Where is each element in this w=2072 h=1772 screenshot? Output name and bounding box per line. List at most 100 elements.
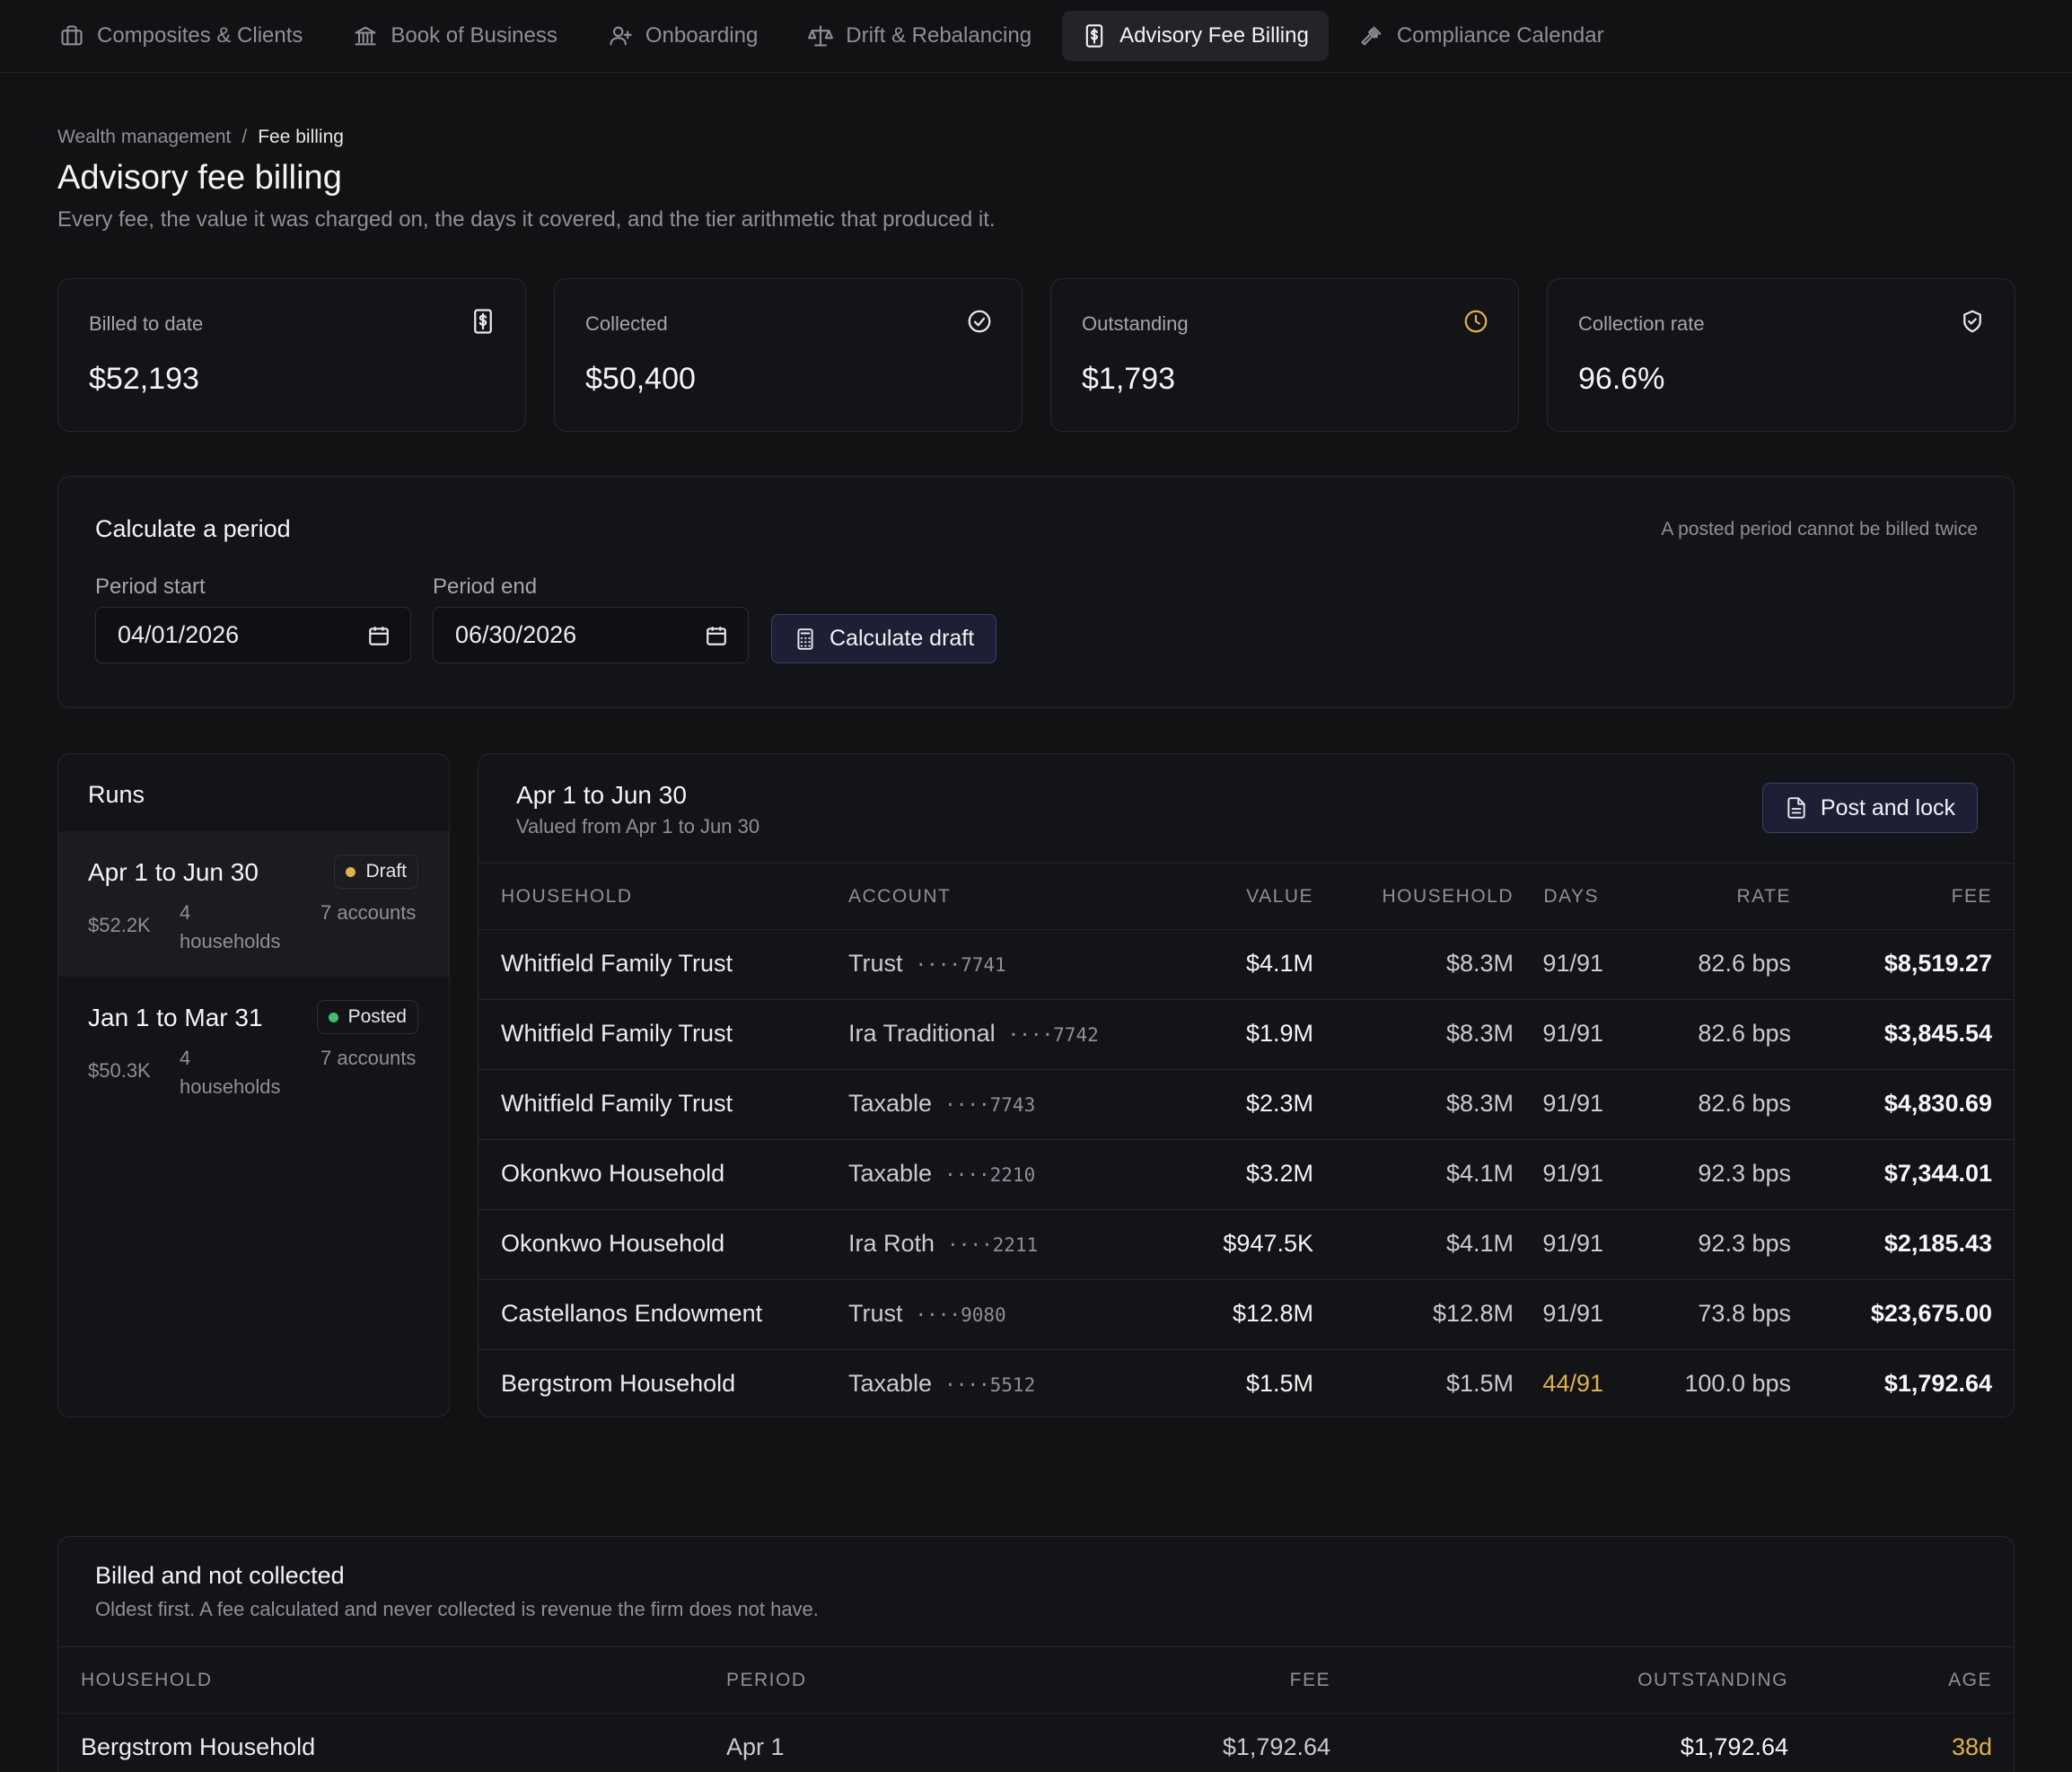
table-row[interactable]: Whitfield Family Trust Trust ····7741 $4.1M…: [478, 929, 2014, 999]
cell-period: Apr 1: [726, 1733, 785, 1760]
tab-book-of-business[interactable]: Book of Business: [333, 11, 576, 61]
runs-panel: Runs Apr 1 to Jun 30 Draft $52.2K 4 hous…: [57, 753, 450, 1417]
table-row[interactable]: Castellanos Endowment Trust ····9080 $12.8M…: [478, 1279, 2014, 1349]
account-mask: ····7742: [1007, 1024, 1099, 1046]
tab-label: Composites & Clients: [97, 23, 303, 48]
status-label: Posted: [347, 1006, 407, 1027]
account-mask: ····2210: [944, 1164, 1036, 1186]
cell-household-value: $8.3M: [1445, 1020, 1514, 1047]
tab-compliance-calendar[interactable]: Compliance Calendar: [1339, 11, 1624, 61]
calculator-icon: [797, 627, 813, 650]
cell-days: 91/91: [1542, 1230, 1603, 1257]
stat-label: Outstanding: [1082, 312, 1189, 335]
uncollected-title: Billed and not collected: [95, 1562, 345, 1589]
breadcrumb-parent[interactable]: Wealth management: [57, 127, 232, 147]
stat-label: Billed to date: [89, 312, 204, 335]
cell-value: $947.5K: [1223, 1230, 1313, 1257]
stat-card-collected: Collected $50,400: [554, 278, 1023, 432]
cell-rate: 82.6 bps: [1698, 1020, 1791, 1047]
cell-days: 91/91: [1542, 1300, 1603, 1327]
invoice-icon: [1085, 24, 1103, 48]
cell-household: Whitfield Family Trust: [501, 1090, 733, 1117]
scale-icon: [808, 25, 834, 47]
tab-onboarding[interactable]: Onboarding: [588, 11, 777, 61]
detail-subtitle: Valued from Apr 1 to Jun 30: [516, 815, 760, 838]
cell-value: $2.3M: [1245, 1090, 1313, 1117]
table-row[interactable]: Whitfield Family Trust Ira Traditional ···…: [478, 999, 2014, 1069]
calculate-draft-button[interactable]: Calculate draft: [771, 614, 997, 663]
check-circle-icon: [966, 308, 993, 335]
status-badge: Posted: [316, 1000, 418, 1034]
stat-card-outstanding: Outstanding $1,793: [1050, 278, 1519, 432]
uncollected-panel: Billed and not collected Oldest first. A…: [57, 1536, 2015, 1772]
run-accounts: 7 accounts: [320, 901, 417, 924]
table-row[interactable]: Okonkwo Household Taxable ····2210 $3.2M $4.…: [478, 1139, 2014, 1209]
col-outstanding: OUTSTANDING: [1637, 1670, 1788, 1690]
calculate-period-panel: Calculate a period A posted period canno…: [57, 476, 2015, 708]
tab-drift-rebalancing[interactable]: Drift & Rebalancing: [788, 11, 1051, 61]
table-row[interactable]: Okonkwo Household Ira Roth ····2211 $947.5K…: [478, 1209, 2014, 1279]
cell-household-value: $12.8M: [1432, 1300, 1514, 1327]
col-account: ACCOUNT: [848, 886, 952, 907]
post-and-lock-button[interactable]: Post and lock: [1761, 783, 1978, 833]
run-households: 4 households: [180, 1047, 281, 1098]
tab-composites-clients[interactable]: Composites & Clients: [40, 11, 322, 61]
run-item-jan-mar[interactable]: Jan 1 to Mar 31 Posted $50.3K 4 househol…: [58, 977, 449, 1122]
page-title: Advisory fee billing: [57, 159, 342, 197]
run-title: Jan 1 to Mar 31: [88, 1004, 263, 1031]
account-mask: ····5512: [944, 1374, 1036, 1396]
invoice-icon: [470, 308, 496, 335]
col-days: DAYS: [1543, 886, 1599, 907]
stat-value: 96.6%: [1578, 362, 1665, 396]
tab-label: Drift & Rebalancing: [846, 23, 1032, 48]
table-row[interactable]: Bergstrom Household Apr 1 $1,792.64 $1,7…: [58, 1713, 2014, 1772]
calendar-icon[interactable]: [367, 624, 391, 647]
stat-card-billed: Billed to date $52,193: [57, 278, 526, 432]
cell-age: 38d: [1951, 1733, 1992, 1760]
period-start-input[interactable]: 04/01/2026: [95, 607, 411, 663]
period-end-input[interactable]: 06/30/2026: [433, 607, 749, 663]
run-title: Apr 1 to Jun 30: [88, 858, 259, 886]
col-household-value: HOUSEHOLD: [1382, 886, 1514, 907]
account-mask: ····7741: [915, 954, 1006, 976]
cell-rate: 82.6 bps: [1698, 1090, 1791, 1117]
cell-fee: $2,185.43: [1883, 1230, 1992, 1257]
cell-account: Ira Traditional ····7742: [848, 1020, 1099, 1048]
calendar-icon[interactable]: [705, 624, 728, 647]
col-rate: RATE: [1736, 886, 1791, 907]
cell-days: 44/91: [1542, 1370, 1603, 1397]
cell-household: Bergstrom Household: [501, 1370, 736, 1397]
clock-icon: [1462, 308, 1489, 335]
cell-household-value: $4.1M: [1445, 1230, 1514, 1257]
account-mask: ····2211: [947, 1234, 1039, 1256]
account-type: Taxable: [848, 1090, 933, 1117]
cell-fee: $8,519.27: [1883, 950, 1992, 977]
col-household: HOUSEHOLD: [81, 1670, 213, 1690]
cell-household: Bergstrom Household: [81, 1733, 316, 1760]
breadcrumb-separator: /: [241, 127, 248, 147]
cell-household-value: $1.5M: [1445, 1370, 1514, 1397]
table-row[interactable]: Whitfield Family Trust Taxable ····7743 $2.…: [478, 1069, 2014, 1139]
stat-label: Collected: [585, 312, 668, 335]
run-item-apr-jun[interactable]: Apr 1 to Jun 30 Draft $52.2K 4 household…: [58, 831, 449, 977]
cell-account: Taxable ····7743: [848, 1090, 1035, 1118]
cell-household: Okonkwo Household: [501, 1160, 725, 1187]
detail-title: Apr 1 to Jun 30: [516, 781, 687, 809]
cell-value: $4.1M: [1245, 950, 1313, 977]
run-households: 4 households: [180, 901, 281, 952]
run-detail-panel: Apr 1 to Jun 30 Valued from Apr 1 to Jun…: [478, 753, 2015, 1417]
stat-value: $50,400: [585, 362, 696, 396]
table-row[interactable]: Bergstrom Household Taxable ····5512 $1.5M $…: [478, 1349, 2014, 1417]
cell-value: $12.8M: [1232, 1300, 1313, 1327]
period-start-label: Period start: [95, 575, 206, 599]
tab-advisory-fee-billing[interactable]: Advisory Fee Billing: [1062, 11, 1329, 61]
col-household: HOUSEHOLD: [501, 886, 633, 907]
status-dot: [346, 867, 356, 877]
cell-household-value: $8.3M: [1445, 950, 1514, 977]
uncollected-subtitle: Oldest first. A fee calculated and never…: [95, 1598, 819, 1620]
account-type: Taxable: [848, 1370, 933, 1397]
account-type: Ira Roth: [848, 1230, 935, 1257]
cell-account: Taxable ····5512: [848, 1370, 1035, 1398]
briefcase-icon: [61, 25, 83, 46]
calculate-note: A posted period cannot be billed twice: [1661, 519, 1978, 539]
